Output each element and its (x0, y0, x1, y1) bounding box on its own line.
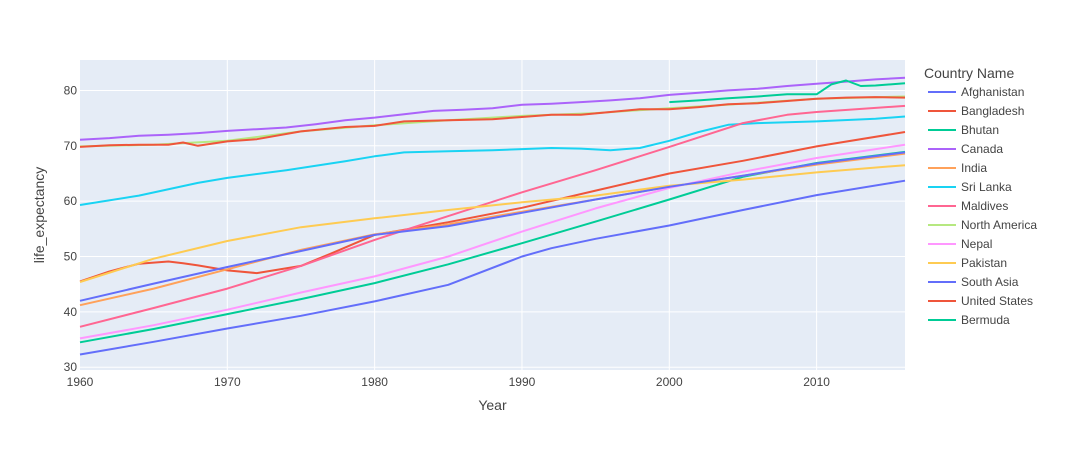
y-tick-label: 30 (64, 360, 78, 374)
series-line-afghanistan (79, 179, 906, 356)
legend-label: North America (961, 218, 1037, 232)
legend-label: Maldives (961, 199, 1008, 213)
x-axis-title: Year (478, 397, 507, 413)
legend: Country Name Afghanistan Bangladesh Bhutan… (924, 65, 1037, 327)
series-lines (79, 76, 906, 356)
x-tick-label: 2000 (656, 375, 683, 389)
plot-area (80, 60, 905, 370)
legend-label: Nepal (961, 237, 992, 251)
series-line-maldives (79, 104, 906, 328)
legend-label: United States (961, 294, 1033, 308)
x-axis-ticks: 1960 1970 1980 1990 2000 2010 (67, 375, 831, 389)
series-line-united-states (79, 96, 906, 148)
y-tick-label: 80 (64, 83, 78, 97)
legend-label: Sri Lanka (961, 180, 1012, 194)
legend-label: India (961, 161, 987, 175)
series-line-pakistan (79, 164, 906, 283)
x-tick-label: 1960 (67, 375, 94, 389)
y-axis-ticks: 30 40 50 60 70 80 (64, 83, 78, 374)
series-line-canada (79, 76, 906, 141)
x-tick-label: 2010 (803, 375, 830, 389)
legend-label: Canada (961, 142, 1003, 156)
legend-label: Pakistan (961, 256, 1007, 270)
y-tick-label: 60 (64, 194, 78, 208)
legend-label: Bhutan (961, 123, 999, 137)
series-line-bermuda (669, 79, 906, 104)
y-tick-label: 70 (64, 139, 78, 153)
legend-title: Country Name (924, 65, 1014, 81)
x-tick-label: 1970 (214, 375, 241, 389)
series-line-nepal (79, 143, 906, 340)
y-axis-title: life_expectancy (31, 167, 47, 264)
y-tick-label: 50 (64, 250, 78, 264)
x-tick-label: 1990 (509, 375, 536, 389)
legend-label: Bangladesh (961, 104, 1024, 118)
y-tick-label: 40 (64, 305, 78, 319)
series-line-south-asia (79, 151, 906, 302)
legend-label: Afghanistan (961, 85, 1024, 99)
x-tick-label: 1980 (361, 375, 388, 389)
legend-label: South Asia (961, 275, 1019, 289)
legend-label: Bermuda (961, 313, 1010, 327)
